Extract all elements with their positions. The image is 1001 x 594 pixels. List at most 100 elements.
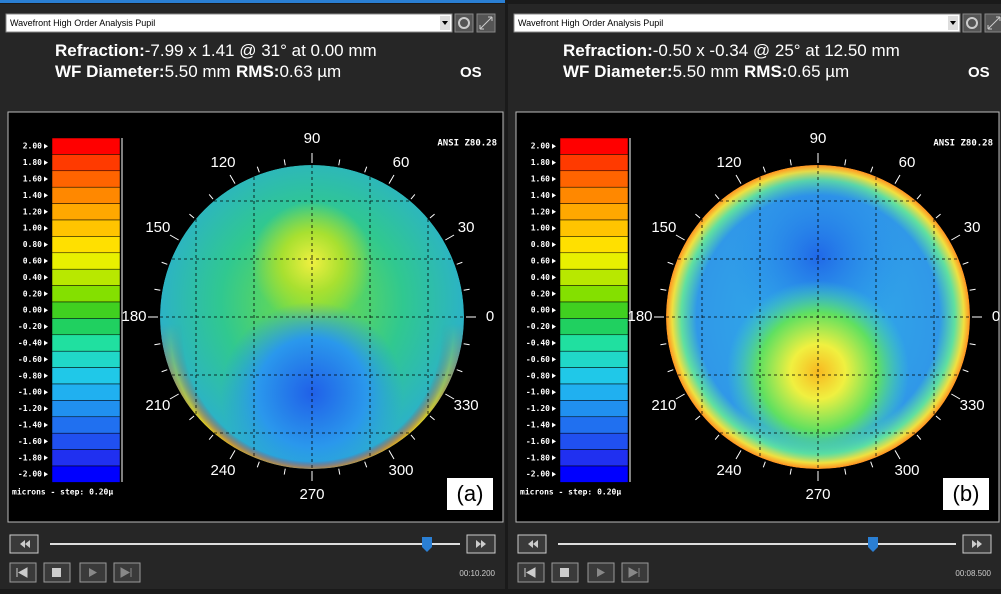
rim-tick (762, 461, 766, 468)
scale-label: -1.60 (526, 437, 550, 446)
scale-swatch (559, 154, 629, 172)
eye: OS (460, 64, 482, 81)
rim-tick (667, 261, 674, 265)
angle-label: 150 (145, 219, 170, 236)
angle-label: 150 (651, 219, 676, 236)
scale-pointer (44, 274, 48, 280)
scale-swatch (51, 416, 121, 434)
scale-label: 0.60 (531, 257, 550, 266)
angle-label: 240 (210, 462, 235, 479)
scale-pointer (552, 274, 556, 280)
scale-label: -1.40 (526, 421, 550, 430)
forward-icon (476, 540, 486, 548)
scale-swatch (51, 449, 121, 467)
rim-tick (935, 213, 941, 219)
scale-pointer (552, 225, 556, 231)
scale-swatch (559, 465, 629, 483)
settings-button[interactable] (962, 13, 982, 33)
dropdown[interactable] (513, 13, 961, 33)
scale-pointer (552, 307, 556, 313)
rim-tick (338, 159, 341, 166)
scale-swatch (51, 350, 121, 368)
rim-tick (962, 369, 969, 373)
slider-thumb[interactable] (868, 537, 878, 552)
rim-tick (410, 194, 416, 200)
rim-tick (660, 343, 667, 346)
refraction-label: Refraction: (563, 41, 653, 60)
angle-label: 90 (810, 130, 827, 147)
scale-label: 1.20 (531, 207, 550, 216)
scale-pointer (44, 225, 48, 231)
scale-swatch (559, 400, 629, 418)
scale-pointer (552, 258, 556, 264)
settings-button[interactable] (454, 13, 474, 33)
rim-tick (844, 468, 847, 475)
scale-pointer (44, 209, 48, 215)
wf-value: 5.50 mm (165, 62, 231, 81)
rms-label: RMS: (236, 62, 279, 81)
scale-label: 0.40 (531, 273, 550, 282)
scale-label: -1.60 (18, 437, 42, 446)
refraction-value: -7.99 x 1.41 @ 31° at 0.00 mm (145, 41, 377, 60)
scale-pointer (552, 340, 556, 346)
scale-label: -0.60 (18, 355, 42, 364)
scale-label: -1.20 (18, 404, 42, 413)
rim-tick (695, 213, 701, 219)
rim-tick (695, 415, 701, 421)
scale-label: 1.60 (531, 175, 550, 184)
scale-pointer (44, 373, 48, 379)
angle-label: 30 (964, 219, 981, 236)
scale-pointer (552, 356, 556, 362)
scale-label: 0.20 (23, 289, 42, 298)
scale-label: 0.80 (23, 240, 42, 249)
slider-thumb[interactable] (422, 537, 432, 552)
rim-tick (456, 261, 463, 265)
panel: Wavefront High Order Analysis Pupil Refra… (508, 4, 1001, 589)
scale-swatch (51, 432, 121, 450)
angle-label: 90 (304, 130, 321, 147)
dropdown[interactable] (5, 13, 453, 33)
scale-pointer (44, 291, 48, 297)
first-icon (524, 567, 536, 578)
angle-label: 180 (627, 308, 652, 325)
scale-pointer (552, 242, 556, 248)
rim-tick (429, 213, 435, 219)
rim-tick (256, 461, 260, 468)
rim-tick (951, 234, 961, 241)
rim-tick (675, 234, 685, 241)
angle-label: 120 (210, 154, 235, 171)
scale-swatch (51, 400, 121, 418)
rim-tick (789, 159, 792, 166)
scale-swatch (559, 170, 629, 188)
scale-swatch (559, 449, 629, 467)
rim-tick (364, 166, 368, 173)
dropdown-text: Wavefront High Order Analysis Pupil (10, 18, 155, 28)
panel-label-box (943, 478, 989, 510)
standard: ANSI Z80.28 (437, 139, 497, 149)
rewind-icon (20, 540, 30, 548)
scale-label: 0.00 (531, 306, 550, 315)
scale-swatch (559, 318, 629, 336)
rim-tick (844, 159, 847, 166)
rim-tick (675, 393, 685, 400)
rim-tick (789, 468, 792, 475)
scale-pointer (44, 258, 48, 264)
time: 00:10.200 (459, 569, 495, 578)
scale-swatch (559, 236, 629, 254)
rim-tick (161, 261, 168, 265)
scale-pointer (552, 160, 556, 166)
dropdown-text: Wavefront High Order Analysis Pupil (518, 18, 663, 28)
standard: ANSI Z80.28 (933, 139, 993, 149)
scale-label: -1.80 (18, 453, 42, 462)
angle-label: 210 (145, 397, 170, 414)
scale-swatch (559, 203, 629, 221)
rim-tick (445, 234, 455, 241)
rim-tick (463, 343, 470, 346)
scale-swatch (559, 301, 629, 319)
scale-label: 0.40 (23, 273, 42, 282)
scale-label: -2.00 (18, 470, 42, 479)
rim-tick (364, 461, 368, 468)
scale-pointer (44, 160, 48, 166)
scale-swatch (51, 252, 121, 270)
